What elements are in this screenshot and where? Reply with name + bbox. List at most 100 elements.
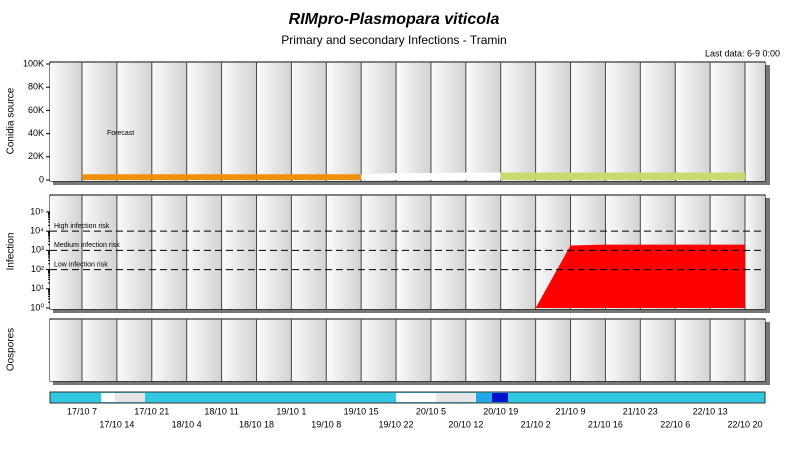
column-shade — [430, 196, 466, 309]
column-shade — [326, 320, 362, 381]
column-shade — [605, 63, 641, 181]
column-shade — [116, 63, 152, 181]
column-shade — [186, 196, 222, 309]
x-tick-label: 19/10 1 — [276, 406, 306, 416]
y-axis-label: Infection — [6, 233, 17, 271]
x-tick-label: 18/10 11 — [204, 406, 238, 416]
column-shade — [82, 320, 117, 381]
column-shade — [710, 320, 745, 381]
column-shade — [151, 63, 187, 181]
column-shade — [256, 320, 292, 381]
y-tick-label: 10² — [31, 264, 44, 274]
y-axis-label: Oospores — [6, 328, 17, 371]
column-shade — [396, 196, 431, 309]
column-shade — [361, 63, 397, 181]
column-shade — [570, 63, 606, 181]
panel: 10⁰ 10¹ 10² 10³ 10⁴ 10⁵ High infection risk Med… — [6, 194, 770, 313]
column-shade — [186, 63, 222, 181]
column-shade — [291, 196, 327, 309]
x-tick-label: 18/10 4 — [172, 419, 202, 429]
x-tick-label: 19/10 15 — [344, 406, 379, 416]
x-tick-label: 17/10 21 — [134, 406, 169, 416]
column-shade — [291, 320, 327, 381]
threshold-label: Medium infection risk — [54, 242, 120, 249]
area — [535, 244, 745, 308]
column-shade — [745, 320, 765, 381]
column-shade — [605, 320, 641, 381]
column-shade — [640, 320, 676, 381]
column-shade — [396, 63, 431, 181]
weather-strip — [49, 391, 766, 404]
x-tick-label: 20/10 5 — [416, 406, 446, 416]
x-tick-label: 22/10 6 — [660, 419, 690, 429]
column-shade — [50, 63, 82, 181]
column-shade — [291, 63, 327, 181]
x-tick-label: 22/10 20 — [727, 419, 762, 429]
y-tick-label: 10¹ — [31, 283, 44, 293]
panel: Oospores — [6, 318, 770, 385]
column-shade — [570, 320, 606, 381]
column-shade — [361, 196, 397, 309]
column-shade — [675, 320, 711, 381]
column-shade — [186, 320, 222, 381]
y-tick-label: 0 — [39, 174, 44, 184]
column-shade — [535, 320, 571, 381]
area — [82, 174, 362, 180]
annotation: Forecast — [107, 130, 134, 137]
column-shade — [500, 63, 536, 181]
column-shade — [50, 320, 82, 381]
column-shade — [221, 63, 257, 181]
column-shade — [430, 63, 466, 181]
column-shade — [745, 63, 765, 181]
y-tick-label: 10⁴ — [30, 226, 44, 236]
column-shade — [465, 196, 501, 309]
column-shade — [116, 320, 152, 381]
x-tick-label: 20/10 19 — [483, 406, 518, 416]
panel: 0 20K 40K 60K 80K 100K Forecast Conidia source — [6, 58, 770, 185]
column-shade — [221, 320, 257, 381]
threshold-label: Low infection risk — [54, 261, 108, 268]
column-shade — [361, 320, 397, 381]
x-tick-label: 21/10 2 — [521, 419, 551, 429]
y-tick-label: 10³ — [31, 245, 44, 255]
last-data-note: Last data: 6-9 0:00 — [705, 48, 780, 58]
column-shade — [256, 196, 292, 309]
column-shade — [500, 196, 536, 309]
y-tick-label: 80K — [28, 82, 44, 92]
column-shade — [151, 320, 187, 381]
column-shade — [82, 196, 117, 309]
y-tick-label: 10⁰ — [30, 302, 44, 312]
y-tick-label: 60K — [28, 105, 44, 115]
column-shade — [500, 320, 536, 381]
column-shade — [256, 63, 292, 181]
column-shade — [430, 320, 466, 381]
threshold-label: High infection risk — [54, 223, 110, 230]
column-shade — [326, 196, 362, 309]
x-tick-label: 17/10 7 — [67, 406, 97, 416]
x-tick-label: 20/10 12 — [448, 419, 483, 429]
y-tick-label: 100K — [23, 58, 44, 68]
chart-subtitle: Primary and secondary Infections - Trami… — [281, 33, 506, 47]
column-shade — [221, 196, 257, 309]
x-tick-label: 21/10 23 — [623, 406, 658, 416]
column-shade — [396, 320, 431, 381]
column-shade — [116, 196, 152, 309]
column-shade — [640, 63, 676, 181]
x-tick-label: 19/10 8 — [311, 419, 341, 429]
y-axis-label: Conidia source — [6, 87, 17, 154]
x-tick-label: 17/10 14 — [99, 419, 134, 429]
column-shade — [82, 63, 117, 181]
area — [500, 172, 745, 180]
column-shade — [326, 63, 362, 181]
column-shade — [745, 196, 765, 309]
chart-title: RIMpro-Plasmopara viticola — [289, 11, 500, 28]
x-tick-label: 21/10 16 — [588, 419, 623, 429]
column-shade — [465, 63, 501, 181]
area — [361, 172, 501, 180]
y-tick-label: 10⁵ — [30, 206, 44, 216]
column-shade — [675, 63, 711, 181]
column-shade — [50, 196, 82, 309]
x-tick-label: 21/10 9 — [556, 406, 586, 416]
x-tick-label: 19/10 22 — [379, 419, 414, 429]
